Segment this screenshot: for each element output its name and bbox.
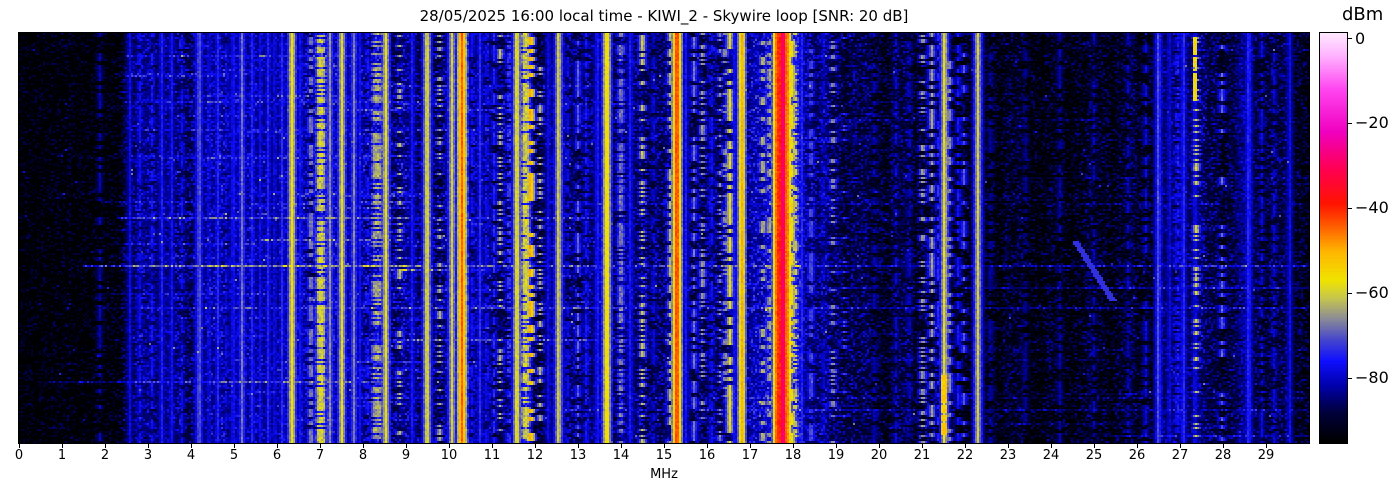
x-tick-label: 18: [784, 448, 802, 463]
x-tick-label: 10: [440, 448, 458, 463]
x-tick-mark: [534, 443, 536, 448]
x-tick-label: 22: [956, 448, 974, 463]
x-tick-mark: [620, 443, 622, 448]
colorbar-tick-label: −60: [1355, 283, 1389, 303]
x-tick-mark: [663, 443, 665, 448]
x-axis-label: MHz: [650, 467, 678, 482]
x-tick-label: 7: [315, 448, 325, 463]
x-tick-label: 25: [1085, 448, 1103, 463]
x-tick-label: 11: [483, 448, 501, 463]
x-tick-label: 16: [698, 448, 716, 463]
x-tick-label: 21: [913, 448, 931, 463]
x-tick-mark: [1265, 443, 1267, 448]
colorbar-canvas: [1320, 33, 1347, 443]
x-tick-mark: [362, 443, 364, 448]
x-tick-mark: [921, 443, 923, 448]
x-tick-mark: [1222, 443, 1224, 448]
colorbar-tick-label: −20: [1355, 113, 1389, 133]
x-tick-mark: [319, 443, 321, 448]
x-tick-label: 17: [741, 448, 759, 463]
x-tick-label: 24: [1042, 448, 1060, 463]
x-tick-label: 5: [229, 448, 239, 463]
colorbar-tick-label: −40: [1355, 198, 1389, 218]
x-tick-mark: [491, 443, 493, 448]
x-tick-mark: [448, 443, 450, 448]
x-tick-label: 3: [143, 448, 153, 463]
x-tick-mark: [1136, 443, 1138, 448]
plot-title: 28/05/2025 16:00 local time - KIWI_2 - S…: [419, 7, 909, 25]
x-tick-mark: [878, 443, 880, 448]
x-tick-label: 13: [569, 448, 587, 463]
x-tick-label: 6: [272, 448, 282, 463]
x-tick-mark: [104, 443, 106, 448]
x-tick-label: 4: [186, 448, 196, 463]
spectrogram-canvas: [19, 33, 1309, 443]
colorbar-tick-label: −80: [1355, 368, 1389, 388]
x-tick-mark: [792, 443, 794, 448]
x-tick-label: 14: [612, 448, 630, 463]
x-tick-mark: [1050, 443, 1052, 448]
x-tick-mark: [190, 443, 192, 448]
x-tick-mark: [1007, 443, 1009, 448]
x-tick-mark: [405, 443, 407, 448]
x-tick-label: 8: [358, 448, 368, 463]
x-tick-label: 28: [1214, 448, 1232, 463]
x-tick-mark: [147, 443, 149, 448]
x-tick-label: 9: [401, 448, 411, 463]
colorbar-unit-label: dBm: [1342, 4, 1384, 25]
x-tick-label: 20: [870, 448, 888, 463]
x-tick-mark: [577, 443, 579, 448]
colorbar-tick-mark: [1347, 122, 1352, 124]
x-tick-label: 29: [1257, 448, 1275, 463]
x-tick-mark: [835, 443, 837, 448]
x-tick-label: 1: [57, 448, 67, 463]
plot-area: [18, 32, 1310, 444]
colorbar-tick-mark: [1347, 377, 1352, 379]
x-tick-label: 12: [526, 448, 544, 463]
x-tick-mark: [18, 443, 20, 448]
x-tick-label: 0: [14, 448, 24, 463]
colorbar-tick-label: 0: [1355, 28, 1366, 48]
x-tick-mark: [1179, 443, 1181, 448]
x-tick-mark: [233, 443, 235, 448]
x-tick-mark: [61, 443, 63, 448]
x-tick-mark: [706, 443, 708, 448]
x-tick-label: 23: [999, 448, 1017, 463]
x-tick-label: 26: [1128, 448, 1146, 463]
x-tick-label: 2: [100, 448, 110, 463]
x-tick-label: 15: [655, 448, 673, 463]
x-tick-mark: [749, 443, 751, 448]
x-tick-label: 27: [1171, 448, 1189, 463]
x-tick-mark: [1093, 443, 1095, 448]
colorbar: [1319, 32, 1348, 444]
x-tick-label: 19: [827, 448, 845, 463]
x-tick-mark: [964, 443, 966, 448]
x-tick-mark: [276, 443, 278, 448]
colorbar-tick-mark: [1347, 207, 1352, 209]
colorbar-tick-mark: [1347, 38, 1352, 40]
colorbar-tick-mark: [1347, 292, 1352, 294]
